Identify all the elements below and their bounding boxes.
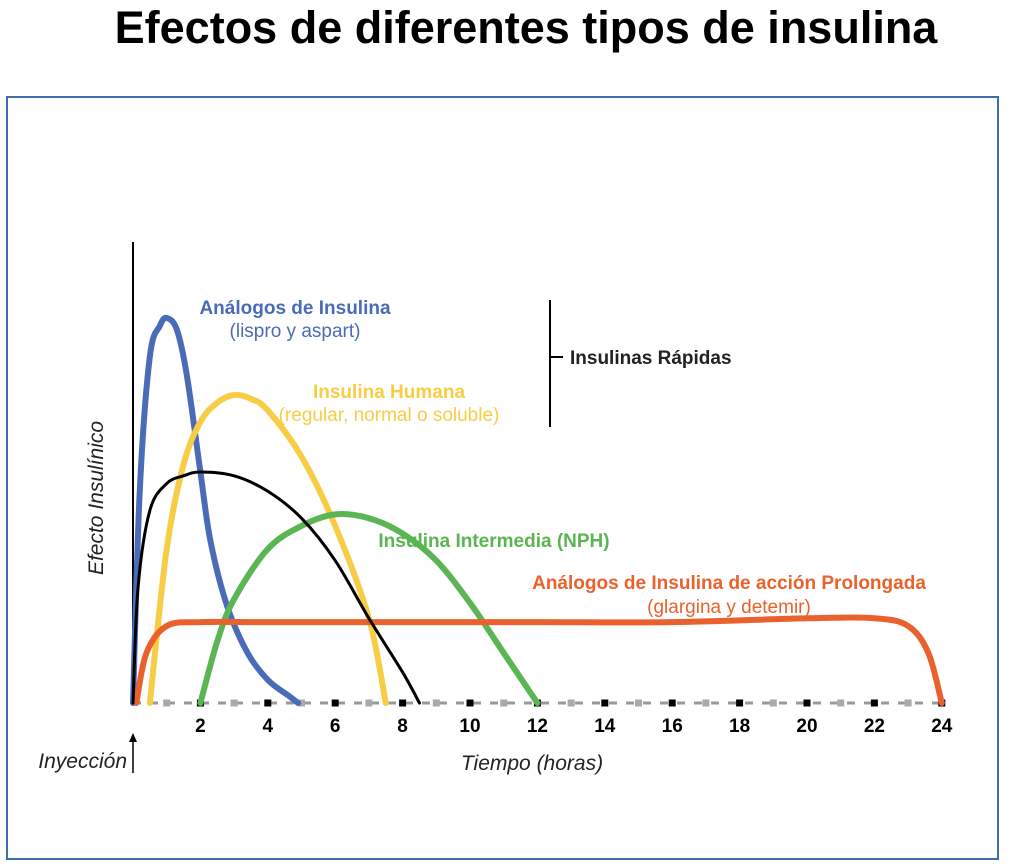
x-hour-marker bbox=[331, 699, 339, 707]
x-hour-marker bbox=[736, 699, 744, 707]
x-hour-marker bbox=[432, 699, 440, 707]
x-tick-label: 2 bbox=[195, 716, 206, 737]
x-hour-marker bbox=[837, 699, 845, 707]
x-tick-label: 10 bbox=[459, 716, 480, 737]
x-hour-marker bbox=[635, 699, 642, 707]
x-tick-label: 8 bbox=[397, 716, 408, 737]
x-tick-label: 24 bbox=[931, 716, 953, 737]
x-hour-marker bbox=[567, 699, 575, 707]
series-sublabel: (glargina y detemir) bbox=[647, 597, 811, 618]
series-label: Insulina Intermedia (NPH) bbox=[378, 531, 609, 552]
y-axis-title: Efecto Insulínico bbox=[85, 421, 108, 575]
x-axis-title: Tiempo (horas) bbox=[461, 752, 603, 775]
injection-label: Inyección bbox=[38, 750, 127, 773]
x-hour-marker bbox=[163, 699, 171, 707]
page-title: Efectos de diferentes tipos de insulina bbox=[114, 2, 938, 53]
x-hour-marker bbox=[904, 699, 912, 707]
x-hour-marker bbox=[298, 699, 305, 707]
x-hour-marker bbox=[500, 699, 508, 707]
series-label: Insulina Humana bbox=[313, 382, 465, 403]
injection-arrow-icon bbox=[129, 733, 137, 742]
series-sublabel: (regular, normal o soluble) bbox=[279, 405, 500, 426]
series-label: Análogos de Insulina bbox=[199, 298, 391, 319]
series-nph bbox=[197, 510, 541, 706]
x-hour-marker bbox=[399, 699, 407, 707]
x-hour-marker bbox=[702, 699, 710, 707]
x-hour-marker bbox=[230, 699, 238, 707]
x-tick-label: 20 bbox=[796, 716, 817, 737]
x-hour-marker bbox=[769, 699, 777, 707]
x-hour-marker bbox=[803, 699, 811, 707]
x-hour-marker bbox=[870, 699, 878, 707]
group-label: Insulinas Rápidas bbox=[570, 348, 732, 369]
x-tick-label: 4 bbox=[263, 716, 274, 737]
x-tick-label: 14 bbox=[594, 716, 616, 737]
x-hour-marker bbox=[668, 699, 676, 707]
x-tick-label: 16 bbox=[662, 716, 683, 737]
x-tick-label: 6 bbox=[330, 716, 341, 737]
x-hour-marker bbox=[365, 699, 373, 707]
series-label: Análogos de Insulina de acción Prolongad… bbox=[532, 573, 926, 594]
x-tick-label: 22 bbox=[864, 716, 885, 737]
x-tick-label: 18 bbox=[729, 716, 750, 737]
x-tick-label: 12 bbox=[527, 716, 548, 737]
series-analogos-rapidos bbox=[130, 314, 302, 706]
series-prolongada bbox=[133, 614, 945, 706]
curves-group bbox=[130, 314, 945, 706]
series-black-curve bbox=[131, 470, 421, 705]
series-insulina-humana bbox=[146, 391, 389, 706]
x-hour-marker bbox=[466, 699, 474, 707]
labels-group: Análogos de Insulina(lispro y aspart) Ins… bbox=[199, 298, 926, 618]
x-hour-marker bbox=[264, 699, 272, 707]
chart-frame bbox=[6, 96, 999, 860]
x-hour-marker bbox=[601, 699, 609, 707]
series-sublabel: (lispro y aspart) bbox=[230, 321, 361, 342]
